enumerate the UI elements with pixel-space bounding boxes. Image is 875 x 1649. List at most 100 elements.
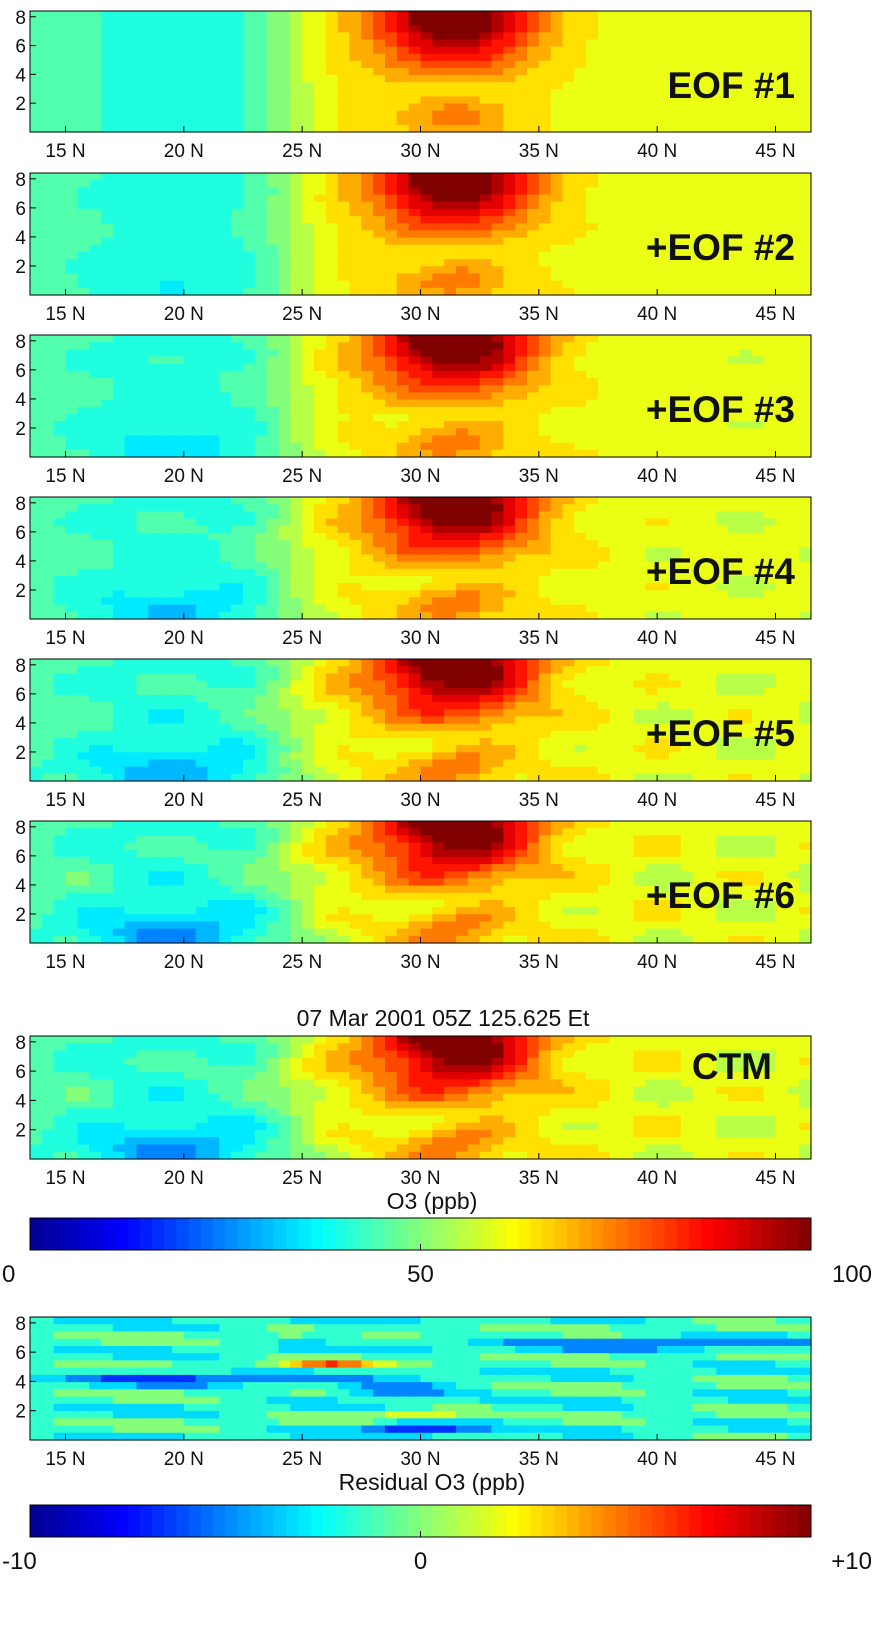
contour-cell — [740, 11, 753, 19]
contour-cell — [183, 406, 197, 415]
contour-cell — [337, 266, 351, 275]
contour-cell — [53, 32, 67, 41]
contour-cell — [254, 117, 268, 126]
contour-cell — [349, 89, 362, 98]
contour-cell — [444, 435, 457, 444]
contour-cell — [89, 532, 102, 541]
contour-cell — [337, 356, 351, 365]
contour-cell — [266, 356, 280, 365]
contour-cell — [77, 611, 90, 620]
contour-cell — [302, 25, 315, 33]
contour-cell — [669, 75, 682, 83]
contour-cell — [609, 32, 623, 41]
contour-cell — [231, 259, 244, 267]
contour-cell — [787, 89, 800, 98]
contour-cell — [53, 75, 67, 83]
contour-cell — [621, 511, 635, 520]
contour-cell — [396, 46, 410, 55]
contour-cell — [645, 428, 658, 437]
contour-cell — [444, 280, 457, 289]
contour-cell — [657, 583, 670, 591]
contour-cell — [77, 680, 90, 689]
contour-cell — [77, 187, 90, 196]
contour-cell — [456, 244, 469, 253]
contour-cell — [243, 237, 256, 246]
contour-cell — [479, 280, 493, 289]
contour-cell — [101, 766, 114, 775]
contour-cell — [645, 399, 658, 408]
contour-cell — [740, 421, 753, 429]
contour-cell — [716, 590, 729, 599]
contour-cell — [716, 96, 729, 105]
contour-cell — [456, 194, 469, 203]
contour-cell — [491, 413, 504, 422]
contour-cell — [314, 604, 327, 613]
contour-cell — [65, 110, 78, 119]
contour-cell — [266, 173, 280, 181]
contour-cell — [112, 110, 126, 119]
contour-cell — [243, 335, 256, 343]
contour-cell — [148, 694, 161, 703]
contour-cell — [302, 280, 315, 289]
contour-cell — [290, 590, 303, 599]
contour-cell — [621, 39, 635, 48]
contour-cell — [65, 259, 78, 267]
contour-cell — [657, 32, 670, 41]
contour-cell — [527, 89, 540, 98]
contour-cell — [278, 666, 291, 674]
contour-cell — [219, 103, 232, 112]
contour-cell — [349, 280, 362, 289]
contour-cell — [53, 759, 67, 768]
contour-cell — [598, 497, 611, 505]
contour-cell — [728, 518, 741, 527]
contour-cell — [53, 194, 67, 203]
contour-cell — [219, 759, 232, 768]
contour-cell — [396, 356, 410, 365]
contour-cell — [65, 449, 78, 458]
contour-cell — [550, 273, 564, 282]
contour-cell — [337, 237, 351, 246]
contour-cell — [112, 223, 126, 232]
contour-cell — [574, 230, 587, 239]
contour-cell — [503, 363, 516, 372]
contour-cell — [728, 32, 741, 41]
contour-cell — [160, 363, 173, 372]
contour-cell — [408, 583, 422, 591]
contour-cell — [550, 504, 564, 512]
contour-cell — [467, 518, 481, 527]
contour-cell — [136, 11, 149, 19]
contour-cell — [527, 18, 540, 26]
contour-cell — [692, 46, 706, 55]
contour-cell — [775, 385, 788, 394]
contour-cell — [716, 568, 729, 577]
contour-cell — [302, 590, 315, 599]
contour-cell — [231, 568, 244, 577]
contour-cell — [775, 96, 788, 105]
contour-cell — [444, 561, 457, 570]
contour-cell — [657, 18, 670, 26]
contour-cell — [195, 694, 209, 703]
contour-cell — [680, 266, 694, 275]
contour-cell — [172, 11, 185, 19]
contour-cell — [302, 442, 315, 451]
contour-cell — [89, 223, 102, 232]
contour-cell — [30, 392, 43, 401]
contour-cell — [444, 110, 457, 119]
contour-cell — [231, 25, 244, 33]
contour-cell — [207, 759, 220, 768]
contour-cell — [799, 547, 812, 556]
contour-cell — [456, 392, 469, 401]
contour-cell — [669, 363, 682, 372]
contour-cell — [704, 67, 717, 76]
contour-cell — [574, 117, 587, 126]
contour-cell — [704, 25, 717, 33]
contour-cell — [254, 251, 268, 260]
contour-cell — [243, 759, 256, 768]
contour-cell — [787, 216, 800, 224]
contour-cell — [527, 280, 540, 289]
contour-cell — [598, 216, 611, 224]
contour-cell — [408, 53, 422, 62]
contour-cell — [77, 378, 90, 386]
contour-cell — [172, 25, 185, 33]
contour-cell — [574, 110, 587, 119]
